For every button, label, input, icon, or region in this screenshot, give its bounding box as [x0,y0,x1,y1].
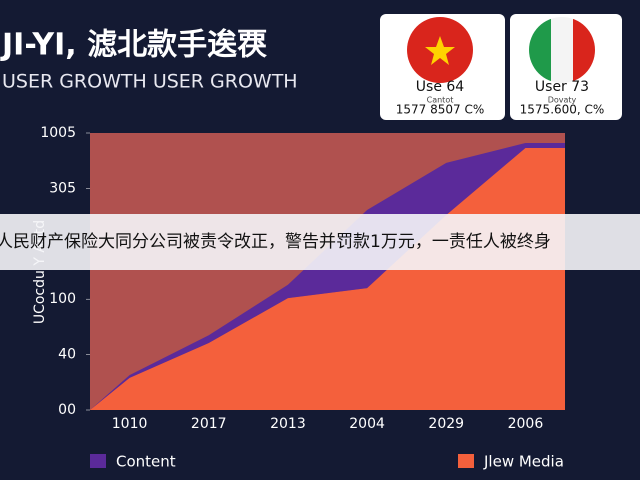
x-tick-label: 2013 [270,416,306,432]
x-tick-label: 2029 [428,416,464,432]
y-tick-label: 305 [49,180,76,196]
card-stat: 1575.600, C% [520,103,605,117]
y-tick-label: 00 [58,402,76,418]
card: User 73 Dovaty 1575.600, C% [510,14,622,120]
card: Use 64 Cantot 1577 8507 C% [380,14,505,120]
x-tick-label: 2004 [349,416,385,432]
x-tick-label: 2006 [508,416,544,432]
area [90,142,565,411]
banner-text: 人民财产保险大同分公司被责令改正，警告并罚款1万元，一责任人被终身 [0,232,551,252]
card-caption: Dovaty [548,96,577,105]
legend-swatch [458,454,474,468]
legend-label: Jlew Media [483,453,564,471]
card-title: Use 64 [416,79,465,95]
y-tick-label: 100 [49,291,76,307]
card-stat: 1577 8507 C% [396,103,485,117]
subtitle: USER GROWTH USER GROWTH [2,71,298,93]
flag-star [425,36,455,65]
x-tick-label: 1010 [112,416,148,432]
y-tick-label: 40 [58,347,76,363]
card-caption: Cantot [427,96,454,105]
title: JI-YI, 滤北款手逘覄 [0,28,267,63]
card-title: User 73 [535,79,589,95]
legend-label: Content [116,453,176,471]
y-tick-label: 1005 [40,125,76,141]
area [90,147,565,410]
flag [529,17,595,83]
banner-bg [0,214,640,270]
x-tick-label: 2017 [191,416,227,432]
legend-swatch [90,454,106,468]
